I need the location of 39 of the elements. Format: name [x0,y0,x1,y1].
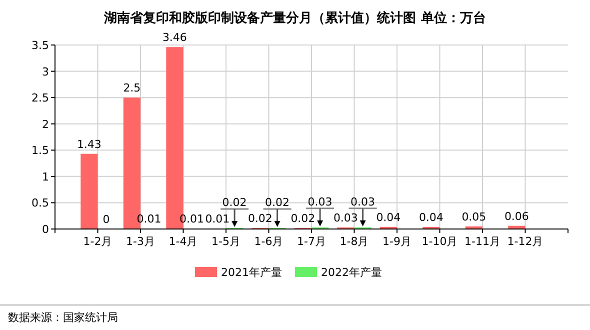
y-tick-label: 0.5 [32,196,49,210]
y-tick-label: 3 [42,65,49,78]
x-tick-label: 1-5月 [212,235,240,248]
y-tick-label: 1 [42,170,49,184]
data-label: 0.04 [418,210,444,224]
source-note: 数据来源：国家统计局 [8,311,118,324]
y-tick-label: 2.5 [32,92,49,105]
data-label: 0.04 [376,210,401,224]
y-tick-label: 1.5 [32,144,49,158]
x-tick-label: 1-6月 [254,235,284,248]
data-label: 0.02 [290,212,316,225]
x-tick-label: 1-2月 [83,235,112,248]
data-label: 0.03 [350,195,376,208]
x-tick-label: 1-8月 [340,235,369,248]
x-tick-label: 1-3月 [126,235,155,248]
data-label: 0.02 [248,212,272,225]
data-label: 0.02 [222,196,247,209]
x-tick-label: 1-11月 [464,235,500,248]
x-tick-label: 1-9月 [382,235,412,248]
data-label: 0.01 [205,212,230,226]
y-tick-label: 3.5 [32,39,49,52]
data-label: 1.43 [76,138,102,151]
legend-label: 2022年产量 [321,266,382,279]
y-tick-label: 2 [42,118,49,131]
data-label: 0.03 [308,195,332,208]
x-tick-label: 1-7月 [297,235,326,248]
x-tick-label: 1-12月 [507,235,544,248]
data-label: 0.02 [265,196,290,209]
data-label: 3.46 [162,31,187,44]
y-tick-label: 0 [42,223,49,236]
x-tick-label: 1-4月 [168,235,198,248]
chart-title: 湖南省复印和胶版印制设备产量分月（累计值）统计图 单位：万台 [103,10,486,26]
data-label: 0.06 [504,210,529,223]
data-label: 0.05 [462,210,486,224]
data-label: 0.03 [333,211,358,224]
data-label: 2.5 [123,82,141,95]
x-tick-label: 1-10月 [422,235,458,248]
data-label: 0 [102,213,110,226]
legend-label: 2021年产量 [221,266,282,279]
